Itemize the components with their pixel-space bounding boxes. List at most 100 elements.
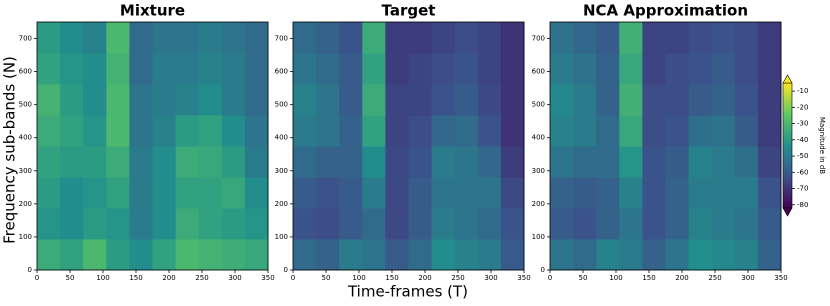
x-tick-label: 150 bbox=[385, 274, 398, 282]
heatmap-cell bbox=[757, 146, 782, 178]
heatmap-cell bbox=[60, 208, 84, 240]
heatmap-cell bbox=[129, 22, 153, 54]
colorbar-tick-label: -20 bbox=[797, 103, 808, 111]
x-tick-label: 50 bbox=[322, 274, 331, 282]
heatmap-cell bbox=[596, 22, 620, 54]
heatmap-cell bbox=[385, 239, 409, 271]
heatmap-cell bbox=[408, 239, 433, 271]
heatmap-cell bbox=[596, 177, 620, 209]
y-tick-label: 600 bbox=[532, 68, 545, 76]
heatmap-cell bbox=[711, 22, 736, 54]
heatmap-cell bbox=[757, 22, 782, 54]
heatmap-cell bbox=[408, 84, 433, 116]
heatmap-cell bbox=[619, 146, 643, 178]
heatmap-cell bbox=[339, 84, 363, 116]
heatmap-cell bbox=[550, 239, 574, 271]
heatmap-cell bbox=[316, 53, 340, 85]
x-tick-label: 100 bbox=[352, 274, 365, 282]
heatmap-cell bbox=[129, 115, 153, 147]
heatmap-cell bbox=[734, 115, 759, 147]
heatmap-cell bbox=[175, 208, 200, 240]
heatmap-cell bbox=[362, 22, 386, 54]
heatmap-cell bbox=[129, 84, 153, 116]
heatmap-cell bbox=[573, 146, 597, 178]
heatmap-cell bbox=[83, 115, 107, 147]
y-tick-label: 0 bbox=[28, 266, 32, 274]
y-tick-label: 100 bbox=[19, 233, 32, 241]
heatmap-cell bbox=[37, 208, 61, 240]
heatmap-cell bbox=[37, 115, 61, 147]
colorbar-label: Magnitude in dB bbox=[818, 117, 826, 174]
heatmap-cell bbox=[37, 239, 61, 271]
heatmap-cell bbox=[83, 22, 107, 54]
heatmap-cell bbox=[152, 146, 177, 178]
heatmap-cell bbox=[316, 239, 340, 271]
heatmap-cell bbox=[60, 177, 84, 209]
heatmap-cell bbox=[550, 115, 574, 147]
colorbar-tick-label: -70 bbox=[797, 185, 808, 193]
heatmap-cell bbox=[244, 146, 269, 178]
heatmap-cell bbox=[293, 208, 317, 240]
heatmap-cell bbox=[198, 53, 223, 85]
heatmap-cell bbox=[688, 115, 713, 147]
heatmap-cell bbox=[550, 146, 574, 178]
heatmap-cell bbox=[619, 177, 643, 209]
heatmap-cell bbox=[106, 115, 130, 147]
y-tick-label: 600 bbox=[275, 68, 288, 76]
heatmap-cell bbox=[316, 22, 340, 54]
heatmap-cell bbox=[362, 239, 386, 271]
heatmap-cell bbox=[83, 53, 107, 85]
heatmap-cell bbox=[37, 84, 61, 116]
heatmap-cell bbox=[734, 146, 759, 178]
heatmap-cell bbox=[293, 239, 317, 271]
heatmap-cell bbox=[175, 115, 200, 147]
heatmap-cell bbox=[757, 239, 782, 271]
heatmap-cell bbox=[454, 177, 479, 209]
heatmap-cell bbox=[339, 22, 363, 54]
heatmap-cell bbox=[198, 208, 223, 240]
y-tick-label: 300 bbox=[19, 167, 32, 175]
heatmap-cell bbox=[665, 22, 690, 54]
x-tick-label: 200 bbox=[162, 274, 175, 282]
heatmap-cell bbox=[221, 115, 246, 147]
colorbar-extend bbox=[782, 207, 793, 217]
y-tick-label: 500 bbox=[19, 101, 32, 109]
heatmap-cell bbox=[642, 208, 666, 240]
heatmap-cell bbox=[198, 239, 223, 271]
heatmap-cell bbox=[83, 208, 107, 240]
heatmap-cell bbox=[385, 146, 409, 178]
heatmap-cell bbox=[293, 146, 317, 178]
heatmap-cell bbox=[152, 239, 177, 271]
heatmap-cell bbox=[431, 239, 456, 271]
x-tick-label: 250 bbox=[451, 274, 464, 282]
heatmap-cell bbox=[431, 84, 456, 116]
x-tick-label: 250 bbox=[708, 274, 721, 282]
heatmap-cell bbox=[244, 53, 269, 85]
heatmap-cell bbox=[711, 53, 736, 85]
heatmap-cell bbox=[619, 239, 643, 271]
x-tick-label: 150 bbox=[129, 274, 142, 282]
heatmap-cell bbox=[619, 22, 643, 54]
y-tick-label: 100 bbox=[275, 233, 288, 241]
heatmap-cell bbox=[642, 115, 666, 147]
heatmap-cell bbox=[550, 53, 574, 85]
colorbar-tick-label: -40 bbox=[797, 136, 808, 144]
x-tick-label: 150 bbox=[642, 274, 655, 282]
y-tick-label: 400 bbox=[532, 134, 545, 142]
heatmap-cell bbox=[500, 84, 525, 116]
heatmap-cell bbox=[596, 115, 620, 147]
heatmap-cell bbox=[339, 53, 363, 85]
heatmap-cell bbox=[152, 22, 177, 54]
plot-frame bbox=[292, 21, 525, 271]
heatmap-cell bbox=[550, 22, 574, 54]
heatmap-cell bbox=[711, 115, 736, 147]
heatmap-cell bbox=[431, 115, 456, 147]
heatmap-cell bbox=[688, 146, 713, 178]
panel-title: Mixture bbox=[120, 2, 185, 20]
heatmap-cell bbox=[198, 84, 223, 116]
heatmap-cell bbox=[757, 84, 782, 116]
heatmap-cell bbox=[385, 177, 409, 209]
heatmap-cell bbox=[454, 53, 479, 85]
heatmap-cell bbox=[596, 208, 620, 240]
